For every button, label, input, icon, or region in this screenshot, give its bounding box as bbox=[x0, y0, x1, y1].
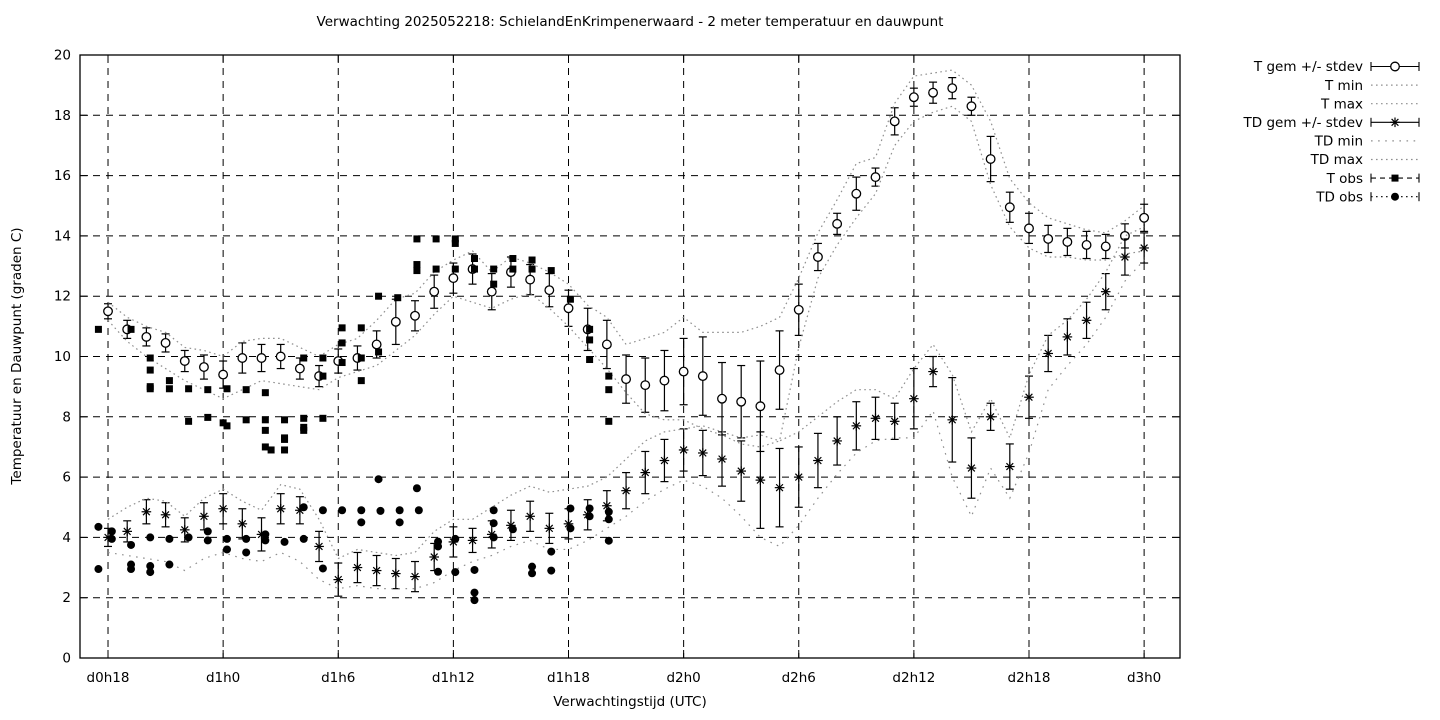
y-tick-label: 4 bbox=[62, 530, 71, 546]
x-tick-label: d2h0 bbox=[666, 670, 700, 686]
series-t-obs bbox=[94, 235, 613, 454]
y-tick-label: 6 bbox=[62, 470, 71, 486]
legend-label: TD min bbox=[1314, 134, 1363, 150]
series-td-obs bbox=[94, 475, 613, 605]
axes bbox=[79, 54, 1181, 659]
y-axis-title: Temperatuur en Dauwpunt (graden C) bbox=[9, 227, 25, 485]
legend-label: T gem +/- stdev bbox=[1253, 59, 1363, 75]
y-tick-label: 14 bbox=[54, 228, 71, 244]
x-tick-label: d1h18 bbox=[547, 670, 590, 686]
x-axis-title: Verwachtingstijd (UTC) bbox=[553, 694, 707, 710]
legend-label: TD obs bbox=[1315, 189, 1363, 205]
x-tick-label: d1h0 bbox=[206, 670, 240, 686]
y-tick-label: 18 bbox=[54, 108, 71, 124]
series-td-gem-stdev bbox=[103, 232, 1149, 597]
legend: T gem +/- stdev T min T max TD gem +/- stde… bbox=[1243, 59, 1420, 205]
series-td-min bbox=[107, 259, 1145, 590]
legend-item-t-obs: T obs bbox=[1326, 171, 1420, 187]
y-tick-label: 12 bbox=[54, 289, 71, 305]
x-tick-label: d1h12 bbox=[432, 670, 475, 686]
chart-title: Verwachting 2025052218: SchielandEnKrimp… bbox=[316, 14, 944, 30]
x-tick-label: d2h12 bbox=[892, 670, 935, 686]
y-tick-label: 0 bbox=[62, 651, 71, 667]
series-t-min bbox=[107, 105, 1145, 448]
legend-label: TD gem +/- stdev bbox=[1243, 115, 1363, 131]
tick-labels: d0h18 d1h0 d1h6 d1h12 d1h18 d2h0 d2h6 d2h12 d2h1… bbox=[54, 48, 1161, 687]
series-td-max bbox=[107, 226, 1145, 560]
x-tick-label: d1h6 bbox=[321, 670, 355, 686]
y-tick-label: 20 bbox=[54, 48, 71, 64]
legend-item-t-gem-stdev: T gem +/- stdev bbox=[1253, 59, 1420, 75]
x-tick-label: d3h0 bbox=[1127, 670, 1161, 686]
legend-item-t-max: T max bbox=[1320, 96, 1419, 112]
series-t-gem-stdev bbox=[103, 77, 1150, 453]
y-tick-label: 10 bbox=[54, 349, 71, 365]
series-t-max bbox=[107, 69, 1145, 358]
legend-item-td-max: TD max bbox=[1310, 152, 1419, 168]
y-tick-label: 16 bbox=[54, 168, 71, 184]
legend-item-td-min: TD min bbox=[1314, 134, 1419, 150]
x-tick-label: d2h18 bbox=[1008, 670, 1051, 686]
legend-label: T obs bbox=[1326, 171, 1363, 187]
y-tick-label: 2 bbox=[62, 590, 71, 606]
legend-label: TD max bbox=[1310, 152, 1363, 168]
legend-item-t-min: T min bbox=[1324, 78, 1419, 94]
y-tick-label: 8 bbox=[62, 409, 71, 425]
legend-label: T max bbox=[1320, 96, 1363, 112]
x-tick-label: d2h6 bbox=[782, 670, 816, 686]
x-tick-label: d0h18 bbox=[87, 670, 130, 686]
legend-label: T min bbox=[1324, 78, 1363, 94]
legend-item-td-obs: TD obs bbox=[1315, 189, 1420, 205]
legend-item-td-gem-stdev: TD gem +/- stdev bbox=[1243, 115, 1420, 131]
